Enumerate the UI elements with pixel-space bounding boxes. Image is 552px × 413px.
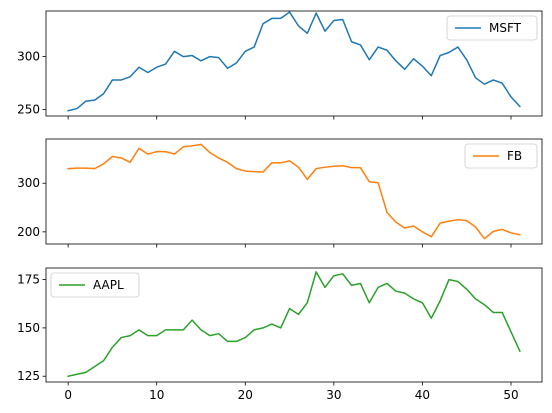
x-tick-label: 50	[503, 388, 518, 402]
subplot-1: 250 300 MSFT	[17, 10, 543, 120]
x-tick-label: 20	[238, 388, 253, 402]
y-tick-label: 175	[17, 273, 40, 287]
legend-label: AAPL	[93, 278, 124, 292]
subplot-3: 125 150 175 0 10 20 30 40 50 AAPL	[17, 267, 543, 402]
legend: AAPL	[50, 272, 140, 298]
y-tick-label: 250	[17, 103, 40, 117]
legend-box	[50, 272, 140, 298]
subplot-2: 200 300 FB	[17, 138, 543, 248]
legend: FB	[464, 143, 538, 169]
y-tick-label: 200	[17, 225, 40, 239]
y-tick-label: 150	[17, 321, 40, 335]
x-tick-label: 0	[64, 388, 72, 402]
legend: MSFT	[446, 15, 538, 41]
y-tick-label: 300	[17, 50, 40, 64]
legend-box	[464, 143, 538, 169]
y-tick-label: 300	[17, 176, 40, 190]
axes-frame	[45, 10, 543, 117]
series-line-aapl	[67, 271, 521, 378]
axes-frame	[45, 267, 543, 383]
series-line-fb	[67, 143, 521, 240]
y-tick-label: 125	[17, 369, 40, 383]
x-tick-label: 30	[326, 388, 341, 402]
x-tick-label: 40	[415, 388, 430, 402]
series-line-msft	[67, 11, 521, 112]
legend-label: FB	[507, 149, 522, 163]
x-tick-label: 10	[149, 388, 164, 402]
axes-frame	[45, 138, 543, 245]
legend-label: MSFT	[489, 21, 522, 35]
legend-box	[446, 15, 538, 41]
